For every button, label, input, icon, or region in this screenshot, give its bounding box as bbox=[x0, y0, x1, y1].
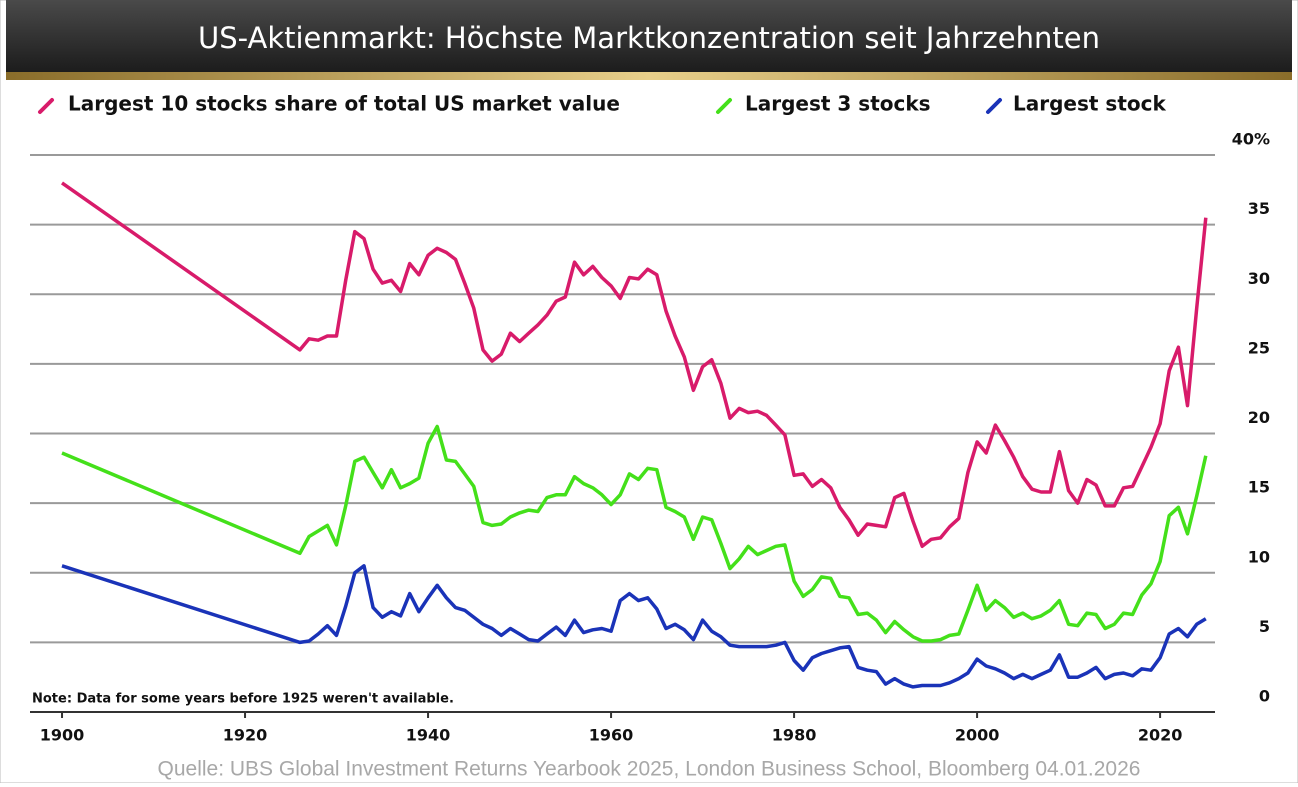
series-line bbox=[60, 181, 1208, 549]
title-underline bbox=[6, 72, 1292, 80]
y-tick-label: 0 bbox=[1259, 687, 1270, 706]
chart-title: US-Aktienmarkt: Höchste Marktkonzentrati… bbox=[198, 21, 1100, 55]
x-tick-label: 1960 bbox=[589, 726, 634, 745]
legend-label: Largest 3 stocks bbox=[745, 92, 931, 116]
x-tick-label: 1940 bbox=[406, 726, 451, 745]
legend-marker bbox=[986, 98, 1002, 114]
y-tick-label: 30 bbox=[1248, 269, 1270, 288]
source: Quelle: UBS Global Investment Returns Ye… bbox=[158, 758, 1141, 781]
y-tick-label: 40% bbox=[1232, 130, 1270, 149]
y-tick-label: 5 bbox=[1259, 617, 1270, 636]
legend-marker bbox=[38, 98, 54, 114]
series-line bbox=[61, 424, 1208, 643]
y-tick-label: 20 bbox=[1248, 408, 1270, 427]
x-tick-label: 2000 bbox=[955, 726, 1000, 745]
note: Note: Data for some years before 1925 we… bbox=[32, 692, 454, 707]
legend-label: Largest stock bbox=[1013, 92, 1166, 116]
legend-marker bbox=[716, 98, 732, 114]
x-tick-label: 1920 bbox=[223, 726, 268, 745]
x-tick-label: 2020 bbox=[1138, 726, 1183, 745]
series-line bbox=[61, 564, 1207, 689]
title-bar bbox=[6, 0, 1292, 72]
y-tick-label: 25 bbox=[1248, 338, 1270, 357]
y-tick-label: 15 bbox=[1248, 478, 1270, 497]
y-tick-label: 10 bbox=[1248, 547, 1270, 566]
y-tick-label: 35 bbox=[1248, 199, 1270, 218]
x-tick-label: 1900 bbox=[40, 726, 85, 745]
legend-label: Largest 10 stocks share of total US mark… bbox=[68, 92, 620, 116]
x-tick-label: 1980 bbox=[772, 726, 817, 745]
